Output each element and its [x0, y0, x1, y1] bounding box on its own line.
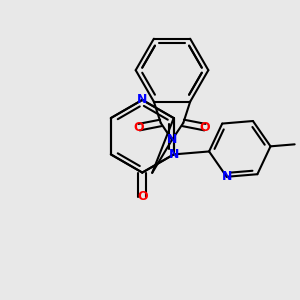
Text: N: N [137, 93, 148, 106]
Text: O: O [134, 121, 144, 134]
Text: N: N [169, 148, 179, 161]
Text: N: N [167, 133, 177, 146]
Text: O: O [200, 121, 210, 134]
Text: N: N [221, 170, 232, 183]
Text: O: O [137, 190, 148, 203]
